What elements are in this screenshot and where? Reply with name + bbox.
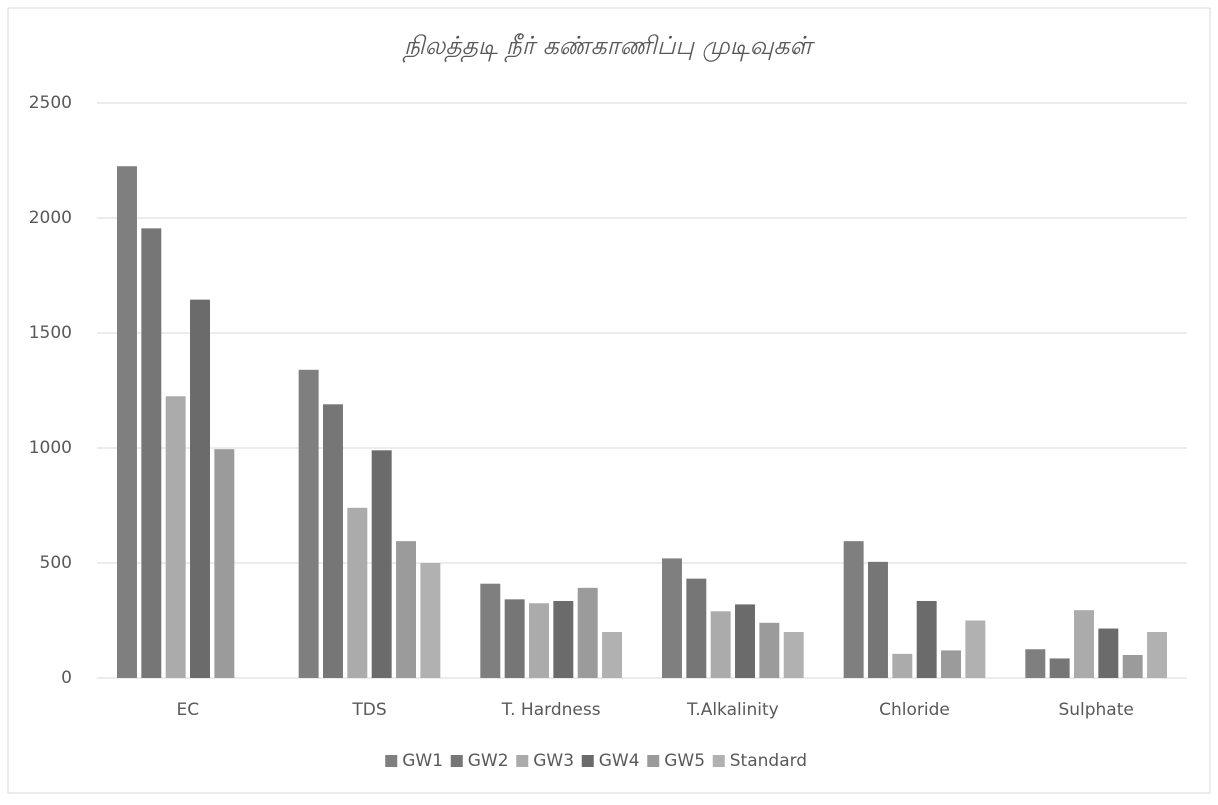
x-tick-label: EC [177, 700, 200, 720]
x-tick-label: Sulphate [1058, 700, 1133, 720]
bar [1025, 649, 1046, 678]
legend-label: GW4 [599, 751, 640, 771]
y-tick-label: 1000 [29, 438, 72, 458]
bar [529, 603, 549, 678]
y-tick-label: 500 [40, 553, 72, 573]
bar [661, 558, 682, 678]
legend-swatch [712, 755, 725, 767]
bar [965, 620, 986, 678]
legend-label: GW2 [468, 751, 509, 771]
bar [116, 166, 137, 678]
x-tick-label: T. Hardness [501, 700, 601, 720]
legend-swatch [450, 755, 463, 767]
y-tick-label: 0 [61, 668, 72, 688]
bar [1074, 610, 1094, 678]
bar [323, 404, 343, 678]
bar [735, 604, 755, 678]
y-tick-label: 1500 [29, 323, 72, 343]
bar [371, 450, 392, 678]
bar [916, 600, 937, 678]
bar [165, 396, 186, 678]
x-tick-label: T.Alkalinity [686, 700, 779, 720]
bar [710, 611, 731, 678]
bar [141, 228, 162, 678]
bar [480, 583, 501, 678]
legend-swatch [647, 755, 660, 767]
x-tick-label: Chloride [879, 700, 950, 720]
legend-label: GW5 [664, 751, 705, 771]
bar [1122, 655, 1143, 678]
legend-label: GW1 [402, 751, 443, 771]
chart-title: நிலத்தடி நீர் கண்காணிப்பு முடிவுகள் [402, 31, 816, 63]
bar [941, 650, 961, 678]
bar [868, 561, 888, 678]
bar [214, 449, 235, 678]
bar [420, 563, 441, 678]
y-tick-label: 2000 [29, 208, 72, 228]
legend-swatch [516, 755, 529, 767]
y-tick-label: 2500 [29, 93, 72, 113]
bar [577, 587, 598, 678]
legend-label: GW3 [533, 751, 574, 771]
x-tick-label: TDS [351, 700, 386, 720]
bar [783, 632, 804, 678]
bar [843, 541, 864, 678]
bar [553, 600, 574, 678]
bar [602, 632, 623, 678]
bar [1147, 632, 1168, 678]
legend-swatch [581, 755, 594, 767]
bar [396, 541, 416, 678]
bar [190, 299, 210, 678]
bar [347, 507, 368, 678]
legend-label: Standard [730, 751, 807, 771]
bar [759, 622, 780, 678]
legend-swatch [385, 755, 398, 767]
bar [892, 653, 913, 678]
bar [1049, 658, 1070, 678]
bar [686, 578, 707, 678]
bar [1098, 628, 1119, 678]
bar [504, 599, 525, 678]
bar [298, 369, 319, 678]
